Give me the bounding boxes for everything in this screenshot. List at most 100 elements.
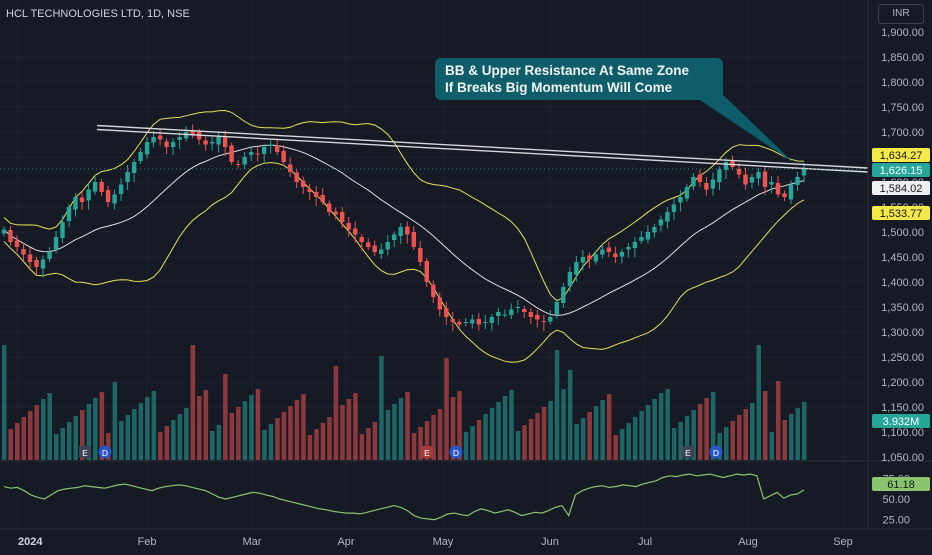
volume-tag: 3.932M <box>883 416 920 428</box>
volume-bar <box>190 345 196 460</box>
candle-body <box>301 180 306 187</box>
candle-body <box>606 247 612 252</box>
volume-bar <box>262 430 267 460</box>
last-close-tag: 1,626.15 <box>880 165 923 177</box>
candle-body <box>470 319 475 324</box>
time-tick-label: Jul <box>638 536 652 548</box>
candle-body <box>444 308 449 317</box>
candle-body <box>14 240 20 247</box>
candle-body <box>782 193 787 197</box>
volume-bar <box>366 428 371 460</box>
volume-bar <box>737 415 742 460</box>
candle-body <box>619 252 625 257</box>
volume-bar <box>268 424 274 460</box>
volume-bar <box>132 409 137 460</box>
candle-body <box>684 187 690 199</box>
dividend-marker <box>709 445 723 459</box>
volume-bar <box>418 427 423 460</box>
price-tick-label: 1,200.00 <box>881 377 924 389</box>
candle-body <box>476 319 481 325</box>
earnings-marker-label: E <box>424 448 430 458</box>
candle-body <box>73 197 78 210</box>
candle-body <box>736 169 742 175</box>
volume-bar <box>782 420 787 460</box>
candle-body <box>392 234 397 240</box>
candle-body <box>515 307 520 308</box>
candle-body <box>125 172 130 182</box>
volume-bar <box>333 366 339 460</box>
candle-body <box>372 245 377 252</box>
annotation-line-2: If Breaks Big Momentum Will Come <box>445 80 673 95</box>
price-tick-label: 1,350.00 <box>881 302 924 314</box>
volume-bar <box>210 431 215 460</box>
candle-body <box>639 237 644 241</box>
volume-bar <box>327 417 332 460</box>
candle-body <box>710 179 716 189</box>
candle-body <box>723 162 729 170</box>
price-tick-label: 1,050.00 <box>881 452 924 464</box>
volume-bar <box>229 413 235 460</box>
volume-bar <box>34 405 39 460</box>
candle-body <box>353 228 358 235</box>
volume-bar <box>145 397 150 460</box>
candle-body <box>203 140 208 145</box>
volume-bar <box>320 423 326 460</box>
last-close-tag-bg <box>872 163 930 177</box>
candle-body <box>678 197 683 203</box>
price-tick-label: 1,500.00 <box>881 227 924 239</box>
volume-bar <box>171 420 176 460</box>
volume-bar <box>138 403 144 460</box>
resistance-line-upper <box>96 124 869 169</box>
volume-bar <box>41 399 46 460</box>
osc-tick-label: 25.00 <box>882 515 910 527</box>
dividend-marker-label: D <box>102 448 108 458</box>
time-tick-label: Sep <box>833 536 853 548</box>
volume-bar <box>671 428 677 460</box>
volume-bar <box>476 420 482 460</box>
time-tick-label: Jun <box>541 536 559 548</box>
volume-bar <box>216 425 222 460</box>
annotation-callout[interactable]: BB & Upper Resistance At Same Zone If Br… <box>435 58 723 100</box>
candle-body <box>431 284 436 297</box>
annotation-line-1: BB & Upper Resistance At Same Zone <box>445 63 690 78</box>
volume-bar <box>502 396 508 460</box>
time-tick-label: Mar <box>243 536 262 548</box>
time-tick-label: May <box>433 536 454 548</box>
volume-bar <box>301 394 306 460</box>
volume-bar <box>776 381 781 460</box>
candle-body <box>333 211 338 215</box>
candle-body <box>450 319 455 322</box>
volume-bar <box>730 421 735 460</box>
volume-bar <box>678 422 683 460</box>
volume-bar <box>632 417 638 460</box>
volume-bar <box>125 415 131 460</box>
candle-body <box>242 157 247 165</box>
volume-bar <box>99 392 105 460</box>
candle-body <box>112 194 117 204</box>
volume-bar <box>294 400 300 460</box>
volume-bar <box>86 404 92 460</box>
candle-body <box>222 137 228 147</box>
volume-bar <box>164 426 170 460</box>
bollinger-bands <box>3 109 805 363</box>
candle-body <box>86 189 91 201</box>
candle-body <box>457 322 462 325</box>
candle-body <box>548 317 553 322</box>
volume-bar <box>541 407 547 460</box>
volume-bar <box>697 404 703 460</box>
volume-bar <box>340 405 345 460</box>
volume-bar <box>67 422 72 460</box>
candle-body <box>483 322 488 323</box>
bb-lower-tag: 1,533.77 <box>880 208 923 220</box>
candle-body <box>164 141 169 147</box>
candle-body <box>21 249 26 255</box>
candle-body <box>658 219 664 226</box>
price-tick-label: 1,800.00 <box>881 77 924 89</box>
volume-bar <box>21 417 26 460</box>
candle-body <box>307 189 312 192</box>
volume-bar <box>743 409 748 460</box>
currency-button[interactable]: INR <box>878 4 924 24</box>
volume-bar <box>789 414 794 460</box>
